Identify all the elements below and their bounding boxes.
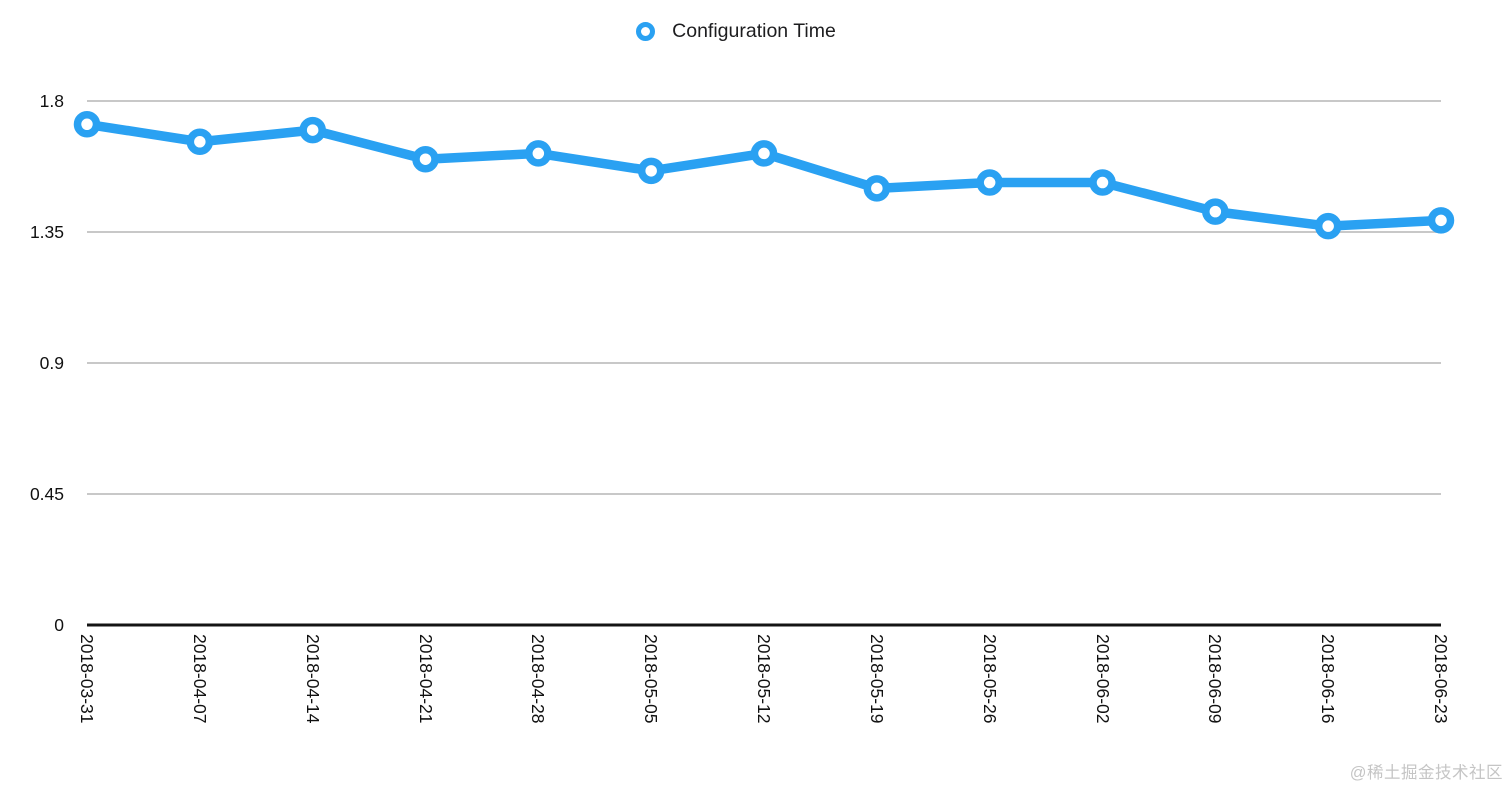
data-point-marker (412, 145, 439, 173)
data-point-marker (750, 140, 778, 167)
legend-donut-icon (636, 21, 656, 41)
y-tick-label: 1.8 (39, 91, 64, 111)
x-tick-label: 2018-05-05 (641, 634, 662, 724)
data-point-marker (1314, 212, 1342, 240)
x-tick-label: 2018-04-21 (415, 634, 436, 724)
x-tick-label: 2018-04-07 (189, 634, 210, 724)
x-tick-label: 2018-05-19 (866, 634, 887, 724)
y-tick-label: 0.9 (39, 353, 64, 373)
legend-line-marker-icon (632, 21, 659, 41)
data-point-marker (299, 116, 326, 144)
x-tick-label: 2018-05-26 (979, 634, 1000, 724)
data-point-marker (637, 157, 665, 185)
y-tick-label: 0.45 (29, 484, 64, 504)
x-tick-label: 2018-04-14 (302, 634, 323, 724)
watermark: @稀土掘金技术社区 (1349, 764, 1503, 782)
data-point-marker (863, 175, 891, 202)
y-tick-label: 0 (54, 615, 64, 635)
x-tick-label: 2018-06-16 (1318, 634, 1339, 724)
x-tick-label: 2018-04-28 (528, 634, 549, 724)
x-tick-label: 2018-06-02 (1092, 634, 1113, 724)
series-line (82, 119, 1446, 231)
legend-label: Configuration Time (672, 20, 836, 42)
y-tick-label: 1.35 (29, 222, 64, 242)
data-point-marker (1202, 198, 1229, 225)
x-tick-label: 2018-03-31 (77, 634, 97, 724)
data-point-marker (976, 169, 1003, 196)
x-tick-label: 2018-06-23 (1431, 634, 1451, 724)
data-point-marker (525, 140, 552, 167)
data-point-marker (186, 128, 214, 156)
data-point-marker (1089, 169, 1116, 196)
data-point-marker (73, 111, 101, 138)
x-tick-label: 2018-05-12 (754, 634, 774, 724)
x-tick-label: 2018-06-09 (1205, 634, 1226, 724)
chart-legend: Configuration Time (0, 21, 1490, 41)
data-point-marker (1427, 207, 1455, 234)
